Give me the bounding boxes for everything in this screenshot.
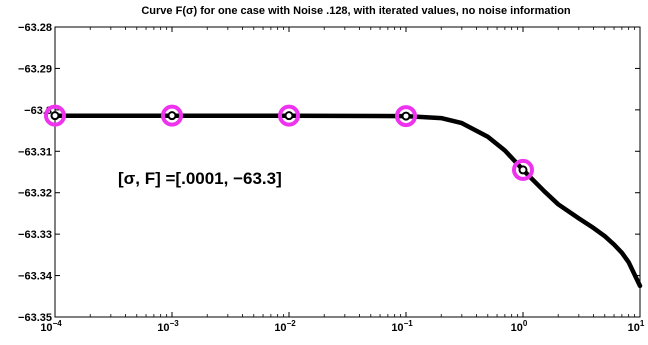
- y-tick-label: −63.29: [18, 63, 52, 75]
- iterate-marker: [395, 105, 417, 128]
- iterate-marker-center: [401, 111, 411, 121]
- y-tick-label: −63.34: [18, 271, 53, 283]
- iterate-marker-center: [50, 111, 60, 121]
- iterate-marker: [161, 104, 183, 127]
- annotation-label: [σ, F] =[.0001, −63.3]: [118, 169, 282, 188]
- y-tick-label: −63.31: [18, 146, 52, 158]
- x-tick-label: 10−4: [40, 319, 62, 334]
- iterate-marker-center: [518, 165, 528, 175]
- iterate-marker: [278, 104, 300, 127]
- curve-line: [52, 113, 643, 289]
- y-tick-label: −63.32: [18, 188, 52, 200]
- plot-area: 10−4 10−3 10−2 10−1 100 101−63.28−63.29−63.3−…: [18, 22, 645, 334]
- x-tick-label: 101: [628, 319, 645, 334]
- x-tick-label: 10−2: [274, 319, 296, 334]
- x-tick-label: 10−1: [391, 319, 413, 334]
- x-tick-label: 10−3: [157, 319, 179, 334]
- y-tick-label: −63.35: [18, 312, 52, 324]
- y-tick-label: −63.33: [18, 229, 52, 241]
- plot-frame: [54, 26, 641, 318]
- chart-title: Curve F(σ) for one case with Noise .128,…: [141, 5, 571, 17]
- iterate-marker-center: [167, 111, 177, 121]
- iterate-marker: [44, 104, 66, 127]
- x-tick-label: 100: [511, 319, 528, 334]
- iterate-marker-center: [284, 111, 294, 121]
- iterate-marker: [512, 158, 534, 181]
- y-tick-label: −63.28: [18, 22, 52, 34]
